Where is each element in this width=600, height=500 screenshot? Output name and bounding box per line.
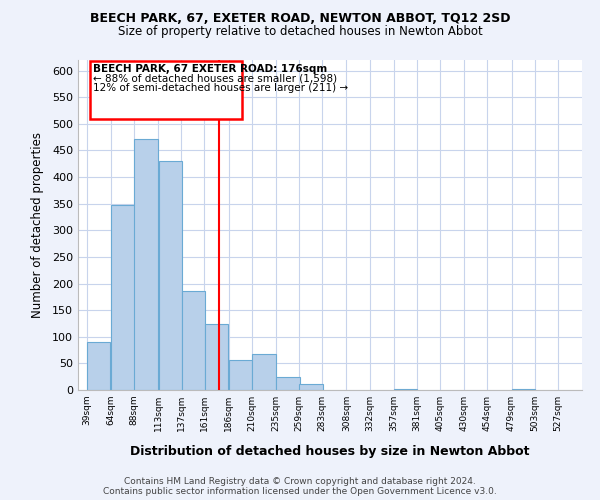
Bar: [277, 376, 299, 390]
Text: Contains public sector information licensed under the Open Government Licence v3: Contains public sector information licen…: [103, 486, 497, 496]
Bar: [394, 389, 418, 390]
Text: 12% of semi-detached houses are larger (211) →: 12% of semi-detached houses are larger (…: [94, 84, 349, 94]
X-axis label: Distribution of detached houses by size in Newton Abbot: Distribution of detached houses by size …: [130, 445, 530, 458]
Text: BEECH PARK, 67 EXETER ROAD: 176sqm: BEECH PARK, 67 EXETER ROAD: 176sqm: [94, 64, 328, 74]
Text: BEECH PARK, 67, EXETER ROAD, NEWTON ABBOT, TQ12 2SD: BEECH PARK, 67, EXETER ROAD, NEWTON ABBO…: [90, 12, 510, 26]
Bar: [182, 291, 205, 390]
Bar: [229, 360, 253, 390]
Bar: [252, 354, 275, 390]
Text: Contains HM Land Registry data © Crown copyright and database right 2024.: Contains HM Land Registry data © Crown c…: [124, 476, 476, 486]
Bar: [87, 342, 110, 390]
Bar: [205, 324, 228, 390]
Text: Size of property relative to detached houses in Newton Abbot: Size of property relative to detached ho…: [118, 25, 482, 38]
Bar: [158, 161, 182, 390]
FancyBboxPatch shape: [89, 61, 242, 118]
Bar: [134, 139, 158, 390]
Y-axis label: Number of detached properties: Number of detached properties: [31, 132, 44, 318]
Bar: [299, 384, 323, 390]
Bar: [111, 205, 134, 390]
Text: ← 88% of detached houses are smaller (1,598): ← 88% of detached houses are smaller (1,…: [94, 74, 338, 84]
Bar: [512, 389, 535, 390]
